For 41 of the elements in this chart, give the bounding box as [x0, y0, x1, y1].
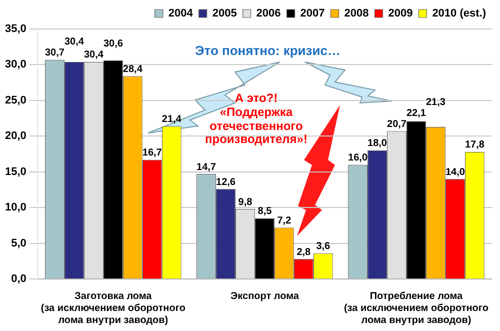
legend-label: 2009 [388, 8, 413, 20]
data-label: 21,3 [426, 96, 446, 108]
data-label: 30,6 [103, 38, 124, 50]
data-label: 14,7 [196, 162, 216, 173]
data-label: 18,0 [368, 138, 388, 150]
annotation: А это?! «Поддержка отечественного производителя»! [205, 91, 308, 148]
annotation: Это понятно: кризис… [195, 43, 340, 59]
data-label: 2,8 [296, 246, 312, 258]
data-label: 28,4 [122, 64, 143, 75]
data-label: 7,2 [277, 215, 292, 226]
x-tick-label: Потребление лома (за исключением оборотного лома внутри заводов) [344, 290, 489, 326]
data-label: 14,0 [445, 166, 466, 178]
x-tick-label: Заготовка лома (за исключением оборотного лома внутри заводов) [40, 290, 186, 326]
y-tick-label: 35,0 [4, 23, 26, 36]
y-tick-label: 5,0 [11, 237, 26, 250]
data-label: 30,7 [44, 47, 65, 58]
legend-label: 2005 [212, 8, 237, 20]
data-label: 21,4 [162, 114, 182, 125]
data-label: 3,6 [316, 241, 331, 252]
data-label: 16,0 [348, 152, 368, 164]
data-label: 12,6 [216, 176, 236, 188]
legend-label: 2004 [168, 8, 194, 20]
data-label: 30,4 [84, 50, 104, 61]
y-tick-label: 30,0 [4, 58, 26, 71]
y-tick-label: 10,0 [4, 202, 26, 214]
data-label: 17,8 [464, 140, 485, 151]
data-label: 9,8 [238, 196, 253, 208]
y-tick-label: 15,0 [4, 166, 26, 178]
legend-label: 2008 [344, 8, 369, 20]
y-tick-label: 20,0 [4, 130, 26, 142]
data-label: 8,5 [258, 206, 272, 218]
legend-label: 2007 [300, 8, 325, 20]
legend-label: 2010 (est.) [432, 8, 486, 20]
data-label: 30,4 [64, 36, 84, 48]
legend-label: 2006 [256, 8, 281, 20]
y-tick-label: 25,0 [4, 94, 26, 106]
y-tick-label: 0,0 [11, 273, 26, 286]
data-label: 22,1 [406, 108, 426, 119]
data-label: 16,7 [142, 147, 162, 158]
data-label: 20,7 [387, 118, 407, 130]
x-tick-label: Экспорт лома [230, 290, 300, 302]
